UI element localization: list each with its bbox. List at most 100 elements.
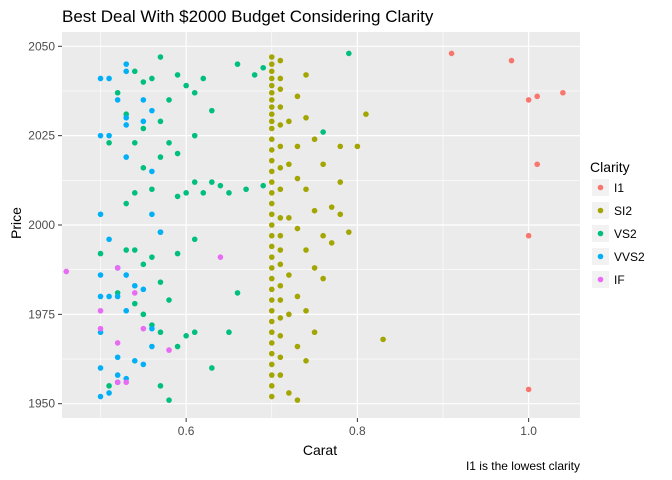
data-point-si2	[268, 265, 275, 271]
data-point-si2	[277, 282, 284, 289]
legend-title: Clarity	[590, 159, 630, 175]
x-axis-ticks: 0.6 0.8 1.0	[178, 418, 537, 438]
data-point-vs2	[234, 61, 241, 67]
chart-title: Best Deal With $2000 Budget Considering …	[62, 7, 434, 26]
legend-item-if: IF	[592, 271, 625, 288]
data-point-si2	[268, 383, 275, 389]
series-i1	[448, 50, 566, 393]
data-point-si2	[268, 118, 275, 125]
data-point-vs2	[260, 182, 267, 189]
data-point-si2	[268, 393, 275, 400]
data-point-if	[140, 325, 147, 332]
data-point-if	[114, 265, 121, 271]
legend-label: SI2	[614, 204, 632, 218]
data-point-vs2	[174, 250, 181, 257]
data-point-si2	[268, 232, 275, 239]
data-point-vvs2	[106, 236, 112, 243]
data-point-vvs2	[149, 107, 155, 114]
series-if	[63, 254, 224, 386]
data-point-si2	[277, 332, 284, 339]
data-point-if	[97, 307, 104, 314]
data-point-vs2	[183, 332, 189, 339]
data-point-si2	[277, 186, 284, 193]
data-point-si2	[277, 232, 284, 239]
data-point-vvs2	[106, 390, 112, 396]
data-point-if	[97, 325, 104, 332]
data-point-i1	[534, 93, 540, 100]
data-point-vvs2	[123, 307, 130, 314]
data-point-vs2	[106, 139, 112, 146]
data-point-vs2	[166, 139, 172, 146]
data-point-vvs2	[97, 365, 104, 371]
data-point-if	[217, 254, 224, 260]
data-point-vvs2	[106, 293, 112, 300]
data-point-vs2	[157, 383, 164, 389]
data-point-vs2	[174, 343, 181, 350]
data-point-si2	[354, 143, 361, 150]
data-point-vs2	[209, 365, 215, 371]
data-point-vs2	[251, 72, 258, 78]
data-point-vs2	[234, 290, 241, 296]
data-point-vvs2	[97, 132, 104, 139]
data-point-vs2	[166, 397, 172, 403]
data-point-si2	[268, 340, 275, 346]
data-point-si2	[346, 229, 352, 235]
data-point-si2	[268, 104, 275, 110]
data-point-vs2	[140, 165, 147, 171]
data-point-si2	[277, 247, 284, 253]
data-point-i1	[534, 161, 540, 168]
legend-item-si2: SI2	[592, 202, 632, 219]
data-point-vvs2	[97, 211, 104, 218]
data-point-vs2	[157, 329, 164, 336]
data-point-si2	[277, 315, 284, 321]
data-point-vvs2	[123, 154, 130, 160]
data-point-vs2	[166, 297, 172, 303]
data-point-vvs2	[114, 372, 121, 378]
data-point-vs2	[320, 129, 326, 135]
data-point-i1	[525, 232, 532, 239]
data-point-si2	[277, 215, 284, 221]
data-point-si2	[303, 72, 309, 78]
legend-key-point	[597, 253, 604, 260]
data-point-si2	[303, 186, 309, 193]
data-point-si2	[268, 147, 275, 153]
grid-lines	[62, 32, 580, 418]
legend-key-point	[597, 184, 604, 191]
data-point-si2	[268, 254, 275, 260]
data-point-vs2	[149, 75, 155, 82]
data-point-si2	[268, 68, 275, 75]
data-point-vvs2	[140, 97, 147, 103]
data-point-vvs2	[97, 75, 104, 82]
data-point-si2	[268, 329, 275, 336]
data-point-if	[123, 379, 130, 386]
legend-key-point	[597, 207, 604, 214]
data-point-i1	[508, 57, 515, 64]
data-point-vs2	[157, 154, 164, 160]
data-point-si2	[268, 190, 275, 196]
data-point-vs2	[174, 72, 181, 78]
data-point-vs2	[183, 82, 189, 89]
data-point-vvs2	[114, 293, 121, 300]
data-point-i1	[560, 89, 566, 96]
data-point-vs2	[209, 107, 215, 114]
data-point-si2	[277, 86, 284, 92]
data-point-vs2	[191, 329, 198, 336]
data-point-vs2	[140, 79, 147, 85]
data-point-vvs2	[140, 286, 147, 293]
legend-label: IF	[614, 273, 625, 287]
data-point-vvs2	[131, 282, 138, 289]
data-point-si2	[268, 211, 275, 218]
data-point-vs2	[97, 250, 104, 257]
data-point-si2	[268, 89, 275, 96]
data-point-vvs2	[123, 61, 130, 67]
data-point-si2	[277, 297, 284, 303]
data-point-si2	[303, 358, 309, 364]
data-point-si2	[268, 157, 275, 164]
data-point-si2	[277, 354, 284, 361]
data-point-i1	[448, 50, 455, 57]
x-axis-title: Carat	[303, 442, 337, 458]
data-point-si2	[286, 311, 292, 318]
data-point-vs2	[174, 193, 181, 200]
data-point-vvs2	[123, 272, 130, 278]
y-tick-label: 2000	[28, 218, 55, 232]
